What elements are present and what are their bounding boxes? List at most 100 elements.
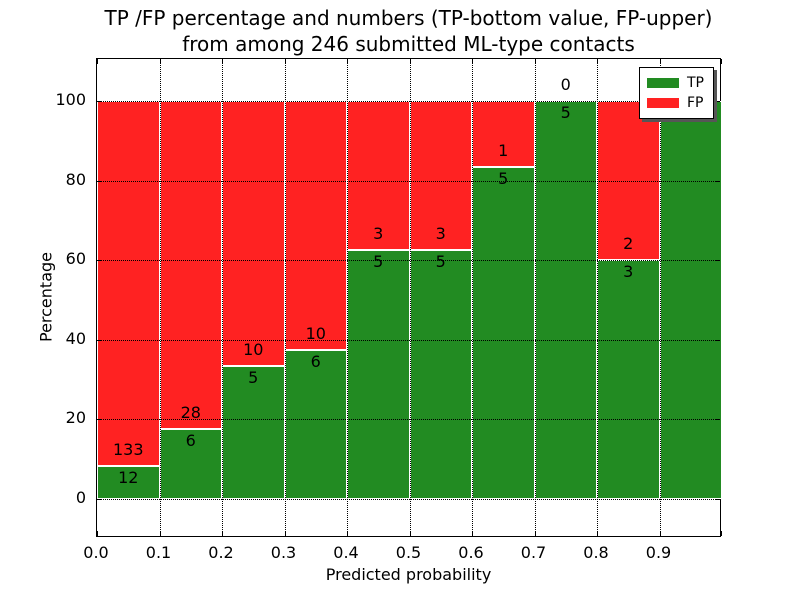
tp-count-label: 5 [498,169,509,189]
vertical-gridline [659,59,661,536]
y-tick-mark [97,339,102,341]
tp-count-label: 3 [623,262,634,282]
x-tick-mark [284,531,286,536]
y-tick-label: 60 [65,249,86,269]
legend-label-fp: FP [687,95,704,111]
tp-count-label: 5 [248,368,259,388]
horizontal-gridline [97,260,720,262]
y-tick-label: 40 [65,328,86,348]
x-tick-label: 0.0 [83,543,109,562]
x-tick-mark [472,59,473,64]
y-tick-label: 100 [55,90,86,109]
x-tick-mark [409,59,411,64]
tp-bar-segment [409,250,472,499]
vertical-gridline [409,59,411,536]
x-tick-mark [97,531,98,536]
ticks-layer [97,59,722,536]
fp-bar-segment [284,101,347,350]
legend-label-tp: TP [687,75,704,91]
x-tick-mark [659,531,661,536]
x-tick-label: 0.6 [458,543,484,562]
x-tick-mark [159,59,161,64]
fp-count-label: 28 [180,402,201,422]
y-tick-label: 0 [75,488,86,507]
x-tick-mark [534,59,536,64]
x-tick-mark [222,531,223,536]
fp-bar-segment [222,101,285,367]
tp-color-patch [647,78,679,88]
horizontal-gridline [97,101,720,102]
x-tick-label: 0.2 [208,543,234,562]
x-tick-mark [597,59,598,64]
fp-bar-segment [347,101,410,251]
y-tick-mark [715,499,720,500]
tp-bar-segment [284,349,347,499]
x-tick-label: 0.4 [333,543,359,562]
fp-count-label: 0 [560,75,571,94]
vertical-gridline [472,59,473,536]
tp-bar-segment [472,167,535,499]
chart-title: TP /FP percentage and numbers (TP-bottom… [96,5,721,57]
horizontal-gridline [97,339,720,341]
x-tick-label: 0.9 [645,543,672,562]
x-tick-mark [409,531,411,536]
plot-area: 1331228610510635351505234 TP FP [96,58,722,537]
fp-count-label: 10 [243,340,264,360]
x-axis-label: Predicted probability [325,565,492,584]
x-tick-mark [347,59,348,64]
fp-count-label: 2 [623,234,634,254]
fp-count-label: 133 [112,439,144,459]
tp-count-label: 5 [373,252,384,272]
legend: TP FP [639,67,714,119]
y-tick-mark [715,180,720,182]
horizontal-gridline [97,180,720,182]
fp-bar-segment [159,101,222,429]
tp-bar-segment [97,465,160,499]
fp-count-label: 3 [373,224,384,244]
y-tick-label: 80 [65,169,86,189]
vertical-gridline [159,59,161,536]
x-tick-label: 0.1 [145,543,172,562]
x-tick-mark [97,59,98,64]
fp-count-label: 10 [305,323,326,343]
chart-title-line1: TP /FP percentage and numbers (TP-bottom… [104,6,713,30]
fp-count-label: 3 [435,224,446,244]
y-tick-mark [715,260,720,262]
tp-bar-segment [597,260,660,499]
x-tick-mark [597,531,598,536]
x-tick-mark [347,531,348,536]
y-tick-mark [97,180,102,182]
bars-layer [97,59,722,536]
legend-item-tp: TP [647,73,704,93]
tp-count-label: 5 [435,252,446,272]
y-tick-mark [97,101,102,102]
vertical-gridline [284,59,286,536]
y-tick-mark [715,101,720,102]
x-tick-mark [222,59,223,64]
tp-count-label: 6 [185,430,196,450]
y-tick-mark [97,260,102,262]
y-tick-mark [715,419,720,421]
x-tick-mark [721,59,722,64]
vertical-gridline [534,59,536,536]
y-tick-mark [97,499,102,500]
x-tick-mark [721,531,722,536]
tp-count-label: 6 [310,351,321,371]
fp-color-patch [647,98,679,108]
tp-bar-segment [534,101,597,499]
x-tick-label: 0.3 [270,543,297,562]
tp-bar-segment [347,250,410,499]
fp-count-label: 1 [498,141,509,161]
y-tick-mark [715,339,720,341]
tp-bar-segment [159,428,222,499]
x-tick-label: 0.5 [395,543,422,562]
x-tick-label: 0.8 [583,543,609,562]
vertical-gridline [347,59,348,536]
x-tick-mark [284,59,286,64]
legend-item-fp: FP [647,93,704,113]
x-tick-mark [159,531,161,536]
horizontal-gridline [97,419,720,421]
y-tick-label: 20 [65,408,86,428]
fp-bar-segment [97,101,160,466]
vertical-gridline [222,59,223,536]
